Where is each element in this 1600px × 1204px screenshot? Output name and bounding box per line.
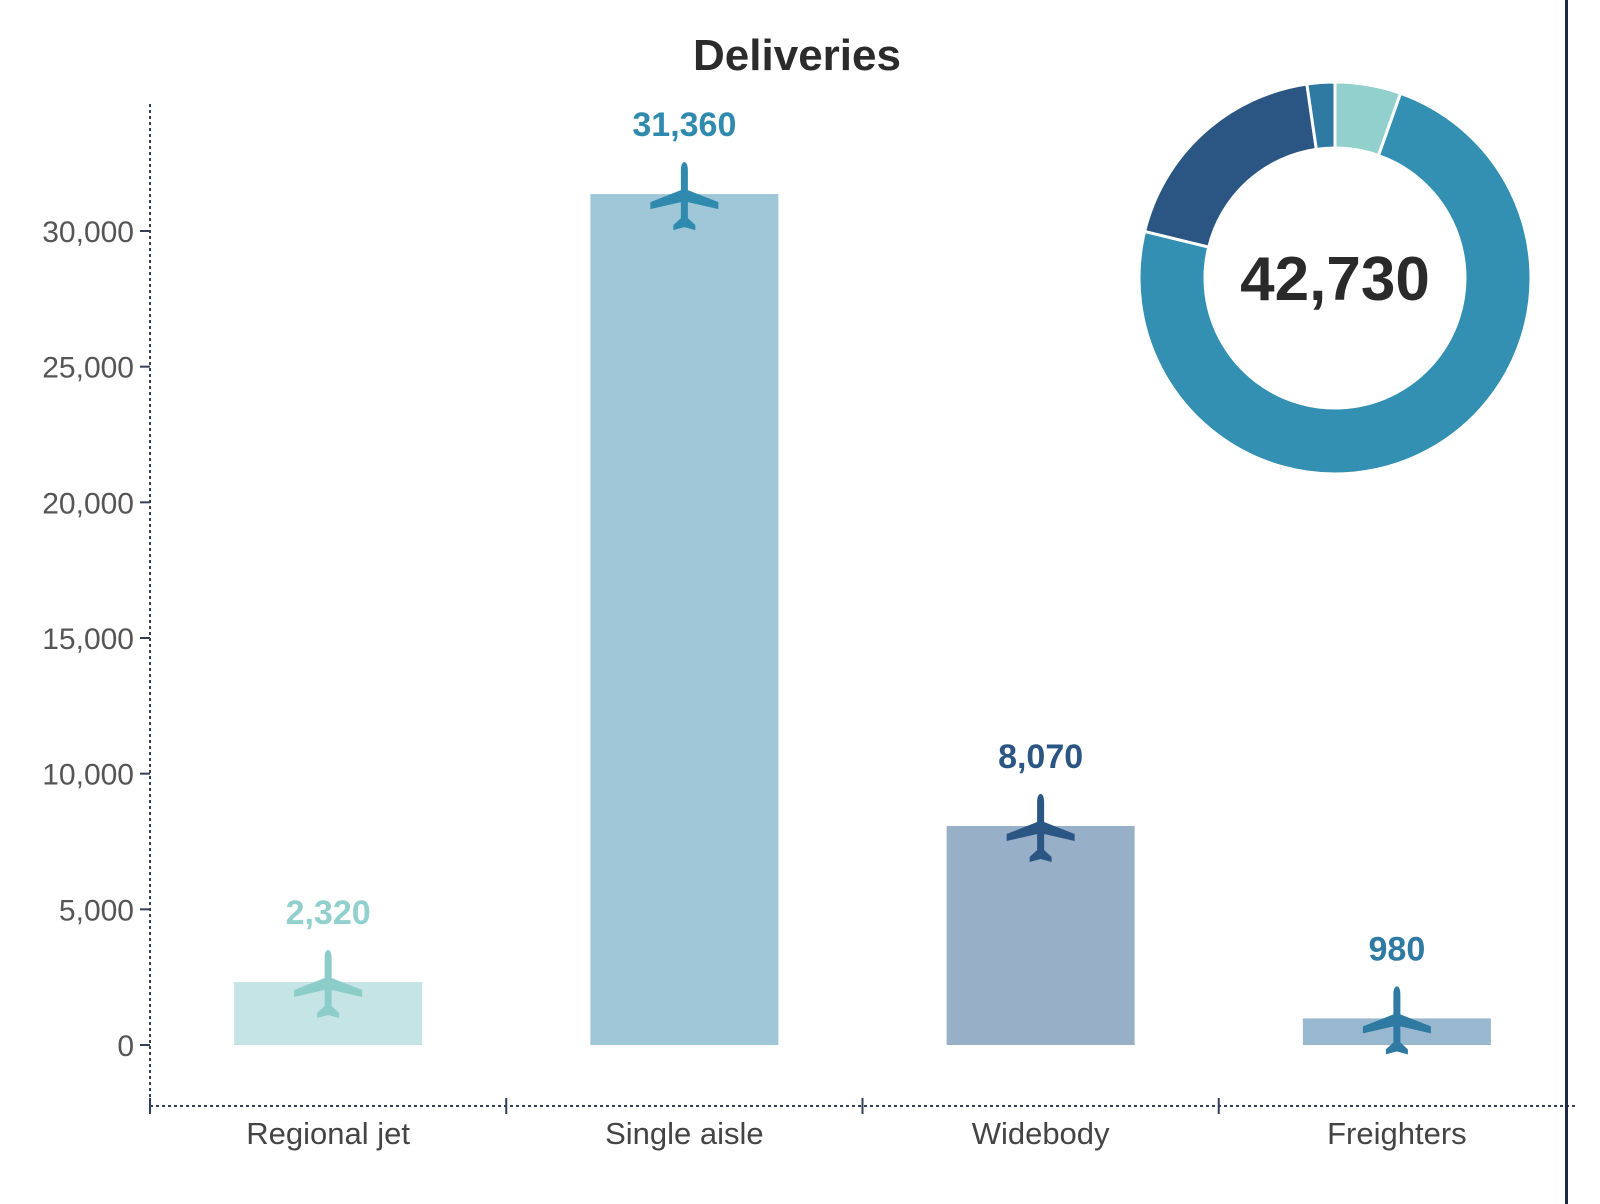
y-tick-label: 15,000 — [42, 623, 134, 656]
bar-value-label: 8,070 — [998, 738, 1083, 776]
y-tick-label: 20,000 — [42, 487, 134, 520]
bars: 2,320 31,360 8,070 980 — [234, 106, 1491, 1055]
chart-title: Deliveries — [693, 31, 901, 80]
airplane-icon — [1362, 986, 1431, 1055]
x-tick-label: Widebody — [972, 1116, 1110, 1151]
x-tick-label: Single aisle — [605, 1116, 764, 1151]
panel-divider — [1565, 0, 1568, 1204]
y-tick-label: 5,000 — [59, 894, 134, 927]
y-tick-label: 25,000 — [42, 352, 134, 385]
bar — [590, 194, 779, 1046]
donut-slice — [1137, 91, 1533, 476]
bar-value-label: 2,320 — [286, 894, 371, 932]
y-tick-label: 10,000 — [42, 759, 134, 792]
y-tick-label: 0 — [117, 1030, 134, 1063]
donut-center-total: 42,730 — [1240, 245, 1430, 314]
y-axis: 0 5,000 10,000 15,000 20,000 25,000 30,000 — [42, 104, 151, 1106]
airplane-icon — [650, 162, 719, 231]
donut-chart: 42,730 — [1137, 80, 1533, 476]
airplane-icon — [1006, 794, 1075, 863]
bar — [946, 826, 1135, 1045]
donut-slice — [1142, 82, 1319, 249]
x-tick-label: Freighters — [1327, 1116, 1467, 1151]
x-axis: Regional jet Single aisle Widebody Freighte… — [149, 1098, 1575, 1151]
bar-value-label: 31,360 — [632, 106, 736, 144]
donut-slice — [1305, 80, 1337, 152]
x-tick-label: Regional jet — [246, 1116, 410, 1151]
airplane-icon — [294, 950, 363, 1019]
bar-value-label: 980 — [1369, 930, 1426, 968]
y-tick-label: 30,000 — [42, 216, 134, 249]
